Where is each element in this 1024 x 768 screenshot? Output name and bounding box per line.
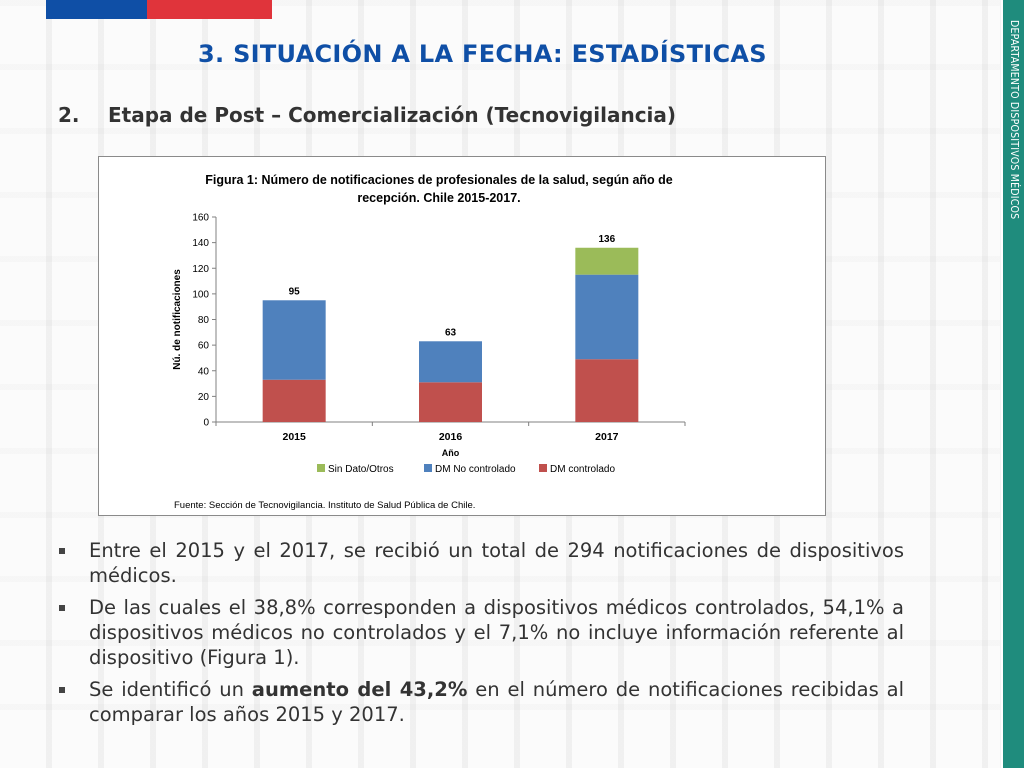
y-tick-label: 120 bbox=[192, 264, 209, 275]
bullet-item: Se identificó un aumento del 43,2% en el… bbox=[56, 677, 904, 727]
bullet-text: De las cuales el 38,8% corresponden a di… bbox=[89, 596, 904, 669]
x-tick-label: 2017 bbox=[595, 431, 619, 443]
bar-segment bbox=[575, 274, 639, 360]
bar-segment bbox=[575, 359, 639, 422]
bar-segment bbox=[575, 247, 639, 275]
x-axis-label: Año bbox=[442, 448, 460, 458]
y-axis-label: Nú. de notificaciones bbox=[172, 269, 183, 370]
data-label-total: 63 bbox=[445, 327, 457, 338]
chart-svg: Figura 1: Número de notificaciones de pr… bbox=[172, 173, 686, 511]
bullet-text: Entre el 2015 y el 2017, se recibió un t… bbox=[89, 539, 904, 587]
chart-source-note: Fuente: Sección de Tecnovigilancia. Inst… bbox=[174, 500, 475, 511]
x-tick-label: 2016 bbox=[439, 431, 463, 443]
y-tick-label: 100 bbox=[192, 289, 209, 300]
bar-segment bbox=[419, 382, 482, 422]
bar-segment bbox=[419, 341, 482, 383]
bullet-text-bold: aumento del 43,2% bbox=[251, 678, 468, 701]
data-label-total: 136 bbox=[598, 234, 615, 245]
legend-label: DM controlado bbox=[550, 464, 615, 475]
bar-segment bbox=[262, 379, 326, 422]
chart-title-line2: recepción. Chile 2015-2017. bbox=[357, 191, 520, 205]
bullet-list: Entre el 2015 y el 2017, se recibió un t… bbox=[56, 538, 904, 734]
x-tick-label: 2015 bbox=[282, 431, 306, 443]
chart-figure: Figura 1: Número de notificaciones de pr… bbox=[98, 156, 826, 516]
legend-label: Sin Dato/Otros bbox=[328, 464, 394, 475]
legend-swatch bbox=[317, 464, 325, 472]
bullet-text-pre: Se identificó un bbox=[89, 678, 252, 701]
y-tick-label: 20 bbox=[198, 392, 210, 403]
bullet-item: De las cuales el 38,8% corresponden a di… bbox=[56, 595, 904, 670]
y-tick-label: 60 bbox=[198, 341, 210, 352]
y-tick-label: 80 bbox=[198, 315, 210, 326]
bullet-marker bbox=[59, 687, 65, 693]
bullet-marker bbox=[59, 605, 65, 611]
legend-swatch bbox=[424, 464, 432, 472]
slide-title: 3. SITUACIÓN A LA FECHA: ESTADÍSTICAS bbox=[198, 40, 767, 68]
slide-subtitle: 2. Etapa de Post – Comercialización (Tecn… bbox=[58, 103, 676, 127]
bullet-marker bbox=[59, 548, 65, 554]
bullet-text-post: en el número de notificaciones recibidas… bbox=[89, 678, 904, 726]
data-label-total: 95 bbox=[289, 286, 301, 297]
flag-blue-stripe bbox=[46, 0, 147, 19]
legend-label: DM No controlado bbox=[435, 464, 516, 475]
bullet-item: Entre el 2015 y el 2017, se recibió un t… bbox=[56, 538, 904, 588]
legend-swatch bbox=[539, 464, 547, 472]
bar-segment bbox=[262, 300, 326, 380]
sidebar-band bbox=[1003, 0, 1024, 768]
sidebar-label: DEPARTAMENTO DISPOSITIVOS MÉDICOS bbox=[1008, 20, 1020, 220]
subtitle-number: 2. bbox=[58, 103, 80, 127]
subtitle-text: Etapa de Post – Comercialización (Tecnov… bbox=[108, 103, 677, 127]
y-tick-label: 140 bbox=[192, 238, 209, 249]
y-tick-label: 40 bbox=[198, 366, 210, 377]
y-tick-label: 160 bbox=[192, 213, 209, 224]
flag-red-stripe bbox=[147, 0, 272, 19]
y-tick-label: 0 bbox=[203, 418, 209, 429]
chart-title-line1: Figura 1: Número de notificaciones de pr… bbox=[205, 173, 673, 187]
